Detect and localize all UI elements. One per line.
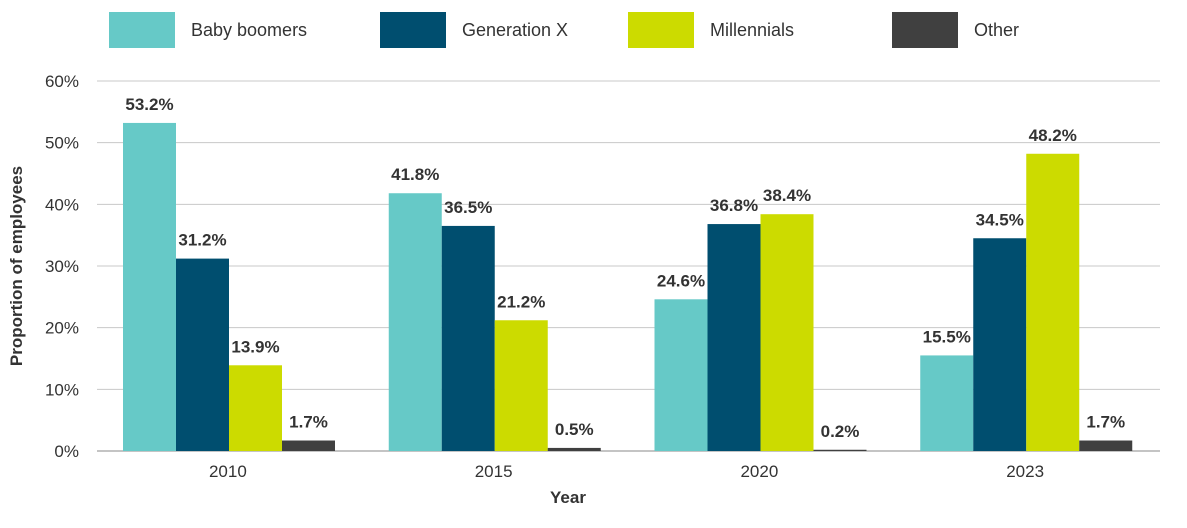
legend-label: Generation X xyxy=(462,20,568,40)
data-label: 34.5% xyxy=(976,210,1024,229)
x-tick-label: 2020 xyxy=(740,462,778,481)
legend-item: Generation X xyxy=(380,12,568,48)
bar-baby-boomers-2023 xyxy=(920,355,974,451)
legend-swatch xyxy=(380,12,446,48)
bar-millennials-2020 xyxy=(760,214,814,451)
data-label: 53.2% xyxy=(125,95,173,114)
legend-swatch xyxy=(892,12,958,48)
y-tick-label: 30% xyxy=(45,257,79,276)
bar-other-2015 xyxy=(547,447,601,451)
x-tick-label: 2010 xyxy=(209,462,247,481)
x-axis-ticks: 2010 2015 2020 2023 xyxy=(209,462,1044,481)
x-tick-label: 2023 xyxy=(1006,462,1044,481)
legend-label: Other xyxy=(974,20,1019,40)
data-label: 31.2% xyxy=(178,231,226,250)
data-label: 1.7% xyxy=(289,413,328,432)
data-label: 15.5% xyxy=(923,327,971,346)
bar-generation-x-2023 xyxy=(973,238,1027,451)
bar-generation-x-2010 xyxy=(176,258,229,451)
data-label: 0.5% xyxy=(555,420,594,439)
bar-baby-boomers-2010 xyxy=(123,122,176,451)
y-tick-label: 20% xyxy=(45,319,79,338)
data-label: 1.7% xyxy=(1086,413,1125,432)
bar-other-2020 xyxy=(813,449,867,451)
y-tick-label: 40% xyxy=(45,195,79,214)
legend-item: Other xyxy=(892,12,1019,48)
legend-label: Baby boomers xyxy=(191,20,307,40)
legend: Baby boomers Generation X Millennials Other xyxy=(109,12,1019,48)
bars xyxy=(123,122,1133,451)
bar-millennials-2023 xyxy=(1026,153,1080,451)
data-label: 13.9% xyxy=(231,337,279,356)
data-label: 21.2% xyxy=(497,292,545,311)
legend-swatch xyxy=(628,12,694,48)
x-axis-title: Year xyxy=(550,488,586,507)
y-tick-label: 50% xyxy=(45,134,79,153)
y-axis-title: Proportion of employees xyxy=(7,166,26,366)
legend-swatch xyxy=(109,12,175,48)
data-label: 36.5% xyxy=(444,198,492,217)
y-tick-label: 0% xyxy=(54,442,79,461)
data-label: 36.8% xyxy=(710,196,758,215)
bar-generation-x-2020 xyxy=(707,224,761,451)
bar-generation-x-2015 xyxy=(441,225,495,451)
data-label: 41.8% xyxy=(391,165,439,184)
legend-label: Millennials xyxy=(710,20,794,40)
y-axis-ticks: 0% 10% 20% 30% 40% 50% 60% xyxy=(45,72,79,461)
y-tick-label: 60% xyxy=(45,72,79,91)
x-tick-label: 2015 xyxy=(475,462,513,481)
data-label: 38.4% xyxy=(763,186,811,205)
data-label: 48.2% xyxy=(1029,126,1077,145)
data-label: 0.2% xyxy=(821,422,860,441)
data-labels: 53.2% 31.2% 13.9% 1.7% 41.8% 36.5% 21.2% 0.5% 24… xyxy=(125,95,1125,441)
data-label: 24.6% xyxy=(657,271,705,290)
legend-item: Baby boomers xyxy=(109,12,307,48)
bar-millennials-2015 xyxy=(494,320,548,451)
bar-baby-boomers-2020 xyxy=(654,299,708,451)
bar-other-2023 xyxy=(1079,440,1133,451)
y-tick-label: 10% xyxy=(45,380,79,399)
bar-baby-boomers-2015 xyxy=(388,193,442,451)
bar-other-2010 xyxy=(282,440,335,451)
legend-item: Millennials xyxy=(628,12,794,48)
bar-millennials-2010 xyxy=(229,365,282,451)
